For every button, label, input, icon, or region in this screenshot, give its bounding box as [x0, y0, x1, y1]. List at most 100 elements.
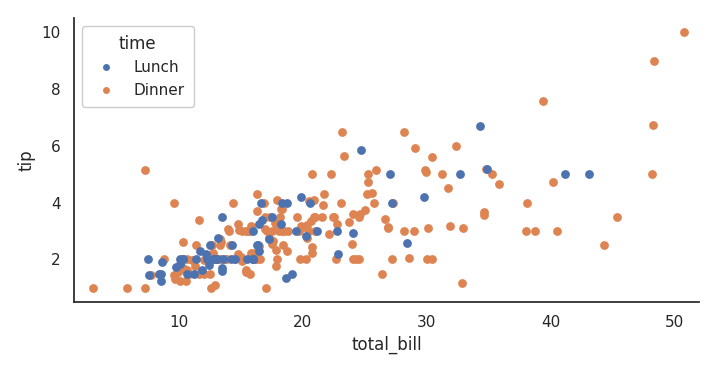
- Point: [409, 145, 420, 151]
- Point: [275, 214, 286, 220]
- Point: [300, 256, 312, 262]
- Point: [295, 256, 306, 262]
- Point: [325, 171, 336, 177]
- Point: [437, 171, 448, 177]
- Point: [270, 220, 281, 226]
- Point: [331, 256, 342, 262]
- Point: [478, 212, 490, 218]
- Point: [361, 191, 373, 197]
- Point: [276, 200, 288, 206]
- Point: [486, 171, 498, 177]
- Point: [276, 221, 288, 227]
- Point: [315, 214, 327, 220]
- Point: [254, 221, 265, 227]
- Point: [204, 242, 216, 248]
- Point: [270, 263, 282, 269]
- Point: [451, 143, 462, 149]
- Point: [271, 256, 282, 262]
- Point: [156, 259, 167, 264]
- Point: [232, 251, 244, 257]
- Point: [181, 270, 193, 276]
- Point: [260, 285, 272, 291]
- Point: [474, 123, 485, 129]
- Point: [178, 256, 189, 262]
- Point: [206, 242, 218, 248]
- Point: [323, 231, 335, 237]
- Point: [188, 270, 199, 276]
- Point: [252, 191, 263, 197]
- Point: [206, 256, 218, 262]
- Point: [212, 256, 224, 262]
- Point: [224, 242, 235, 248]
- Point: [178, 266, 189, 272]
- Point: [386, 200, 398, 206]
- Point: [247, 256, 259, 262]
- Point: [281, 248, 293, 254]
- Y-axis label: tip: tip: [18, 149, 36, 171]
- Point: [174, 256, 186, 262]
- Point: [245, 224, 257, 230]
- Point: [180, 278, 191, 284]
- Point: [232, 221, 244, 227]
- Point: [583, 171, 594, 177]
- Point: [308, 197, 320, 203]
- Point: [153, 270, 164, 276]
- Point: [399, 129, 410, 135]
- Point: [251, 242, 262, 248]
- Point: [139, 285, 151, 291]
- Point: [336, 129, 348, 135]
- Point: [348, 230, 359, 236]
- Point: [370, 167, 381, 173]
- Point: [327, 214, 338, 220]
- Point: [229, 256, 240, 262]
- Point: [264, 214, 275, 220]
- Point: [267, 228, 278, 234]
- Point: [121, 285, 133, 291]
- Point: [359, 207, 371, 213]
- Point: [368, 200, 379, 206]
- Point: [382, 224, 394, 230]
- Point: [276, 228, 288, 234]
- Point: [235, 254, 247, 260]
- Point: [478, 209, 490, 215]
- Point: [222, 226, 234, 232]
- Point: [204, 262, 215, 268]
- Point: [215, 239, 227, 245]
- Point: [174, 261, 186, 267]
- Point: [282, 228, 293, 234]
- Point: [226, 242, 237, 248]
- Point: [260, 214, 271, 220]
- Point: [281, 200, 293, 206]
- Point: [291, 214, 303, 219]
- Point: [354, 211, 366, 217]
- Point: [208, 250, 219, 256]
- Point: [521, 200, 532, 206]
- Point: [363, 179, 374, 185]
- Point: [338, 153, 350, 159]
- Point: [273, 228, 285, 234]
- Point: [290, 228, 302, 234]
- Point: [295, 223, 306, 229]
- Point: [308, 214, 320, 220]
- Point: [263, 235, 275, 241]
- Point: [199, 270, 210, 276]
- Point: [258, 200, 270, 206]
- Point: [260, 226, 271, 232]
- Point: [277, 228, 289, 234]
- Point: [169, 276, 181, 282]
- Point: [221, 256, 232, 262]
- Point: [305, 171, 317, 177]
- Point: [225, 256, 237, 262]
- Point: [173, 269, 184, 275]
- Point: [178, 256, 189, 262]
- Point: [186, 257, 198, 263]
- Point: [266, 214, 277, 220]
- Point: [209, 282, 221, 288]
- Point: [270, 247, 282, 253]
- Point: [275, 206, 287, 212]
- Point: [611, 214, 622, 220]
- Point: [247, 228, 259, 234]
- Point: [211, 256, 222, 262]
- Point: [199, 257, 210, 263]
- Point: [286, 270, 298, 276]
